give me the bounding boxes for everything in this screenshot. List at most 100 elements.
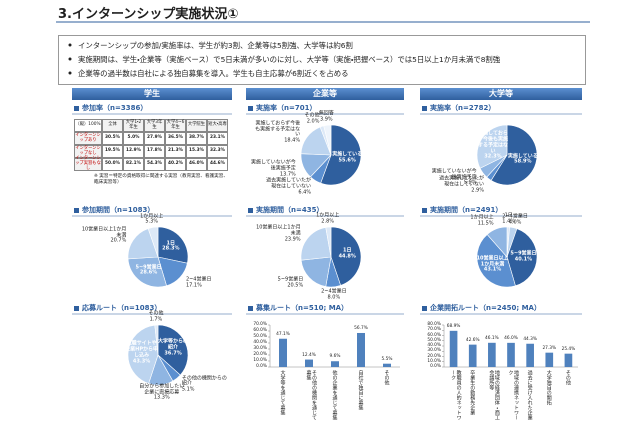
pie-category: 実施しておらず今後も実施する予定はない: [477, 130, 508, 155]
pie-category: その他の機関からの紹介: [181, 374, 227, 387]
table-cell: 全体: [102, 119, 123, 132]
bar-value-label: 9.6%: [329, 354, 341, 360]
bar-value-label: 46.1%: [485, 335, 499, 341]
pie-label: 過去実施していたが現在はしていない 2.9%: [436, 176, 484, 194]
table-cell: 大学1・2年生: [123, 119, 144, 132]
pie-category: 10営業日以上1か月未満: [256, 224, 301, 237]
pie-category: 1日: [166, 239, 176, 246]
pie-category: 自分から参加したい企業に直接応募: [139, 383, 185, 395]
pie-value: 40.1%: [514, 256, 533, 263]
pie-label: 就職サイトや企業HPから申し込み 43.3%: [125, 341, 159, 365]
pie-value: 55.6%: [338, 156, 356, 163]
bar-value-label: 25.4%: [561, 346, 576, 352]
table-cell: 21.3%: [165, 145, 186, 158]
pie-label: 10営業日以上1か月未満 43.1%: [476, 256, 510, 273]
pie-value: 32.3%: [484, 153, 502, 160]
slide-title: 3.インターンシップ実施状況①: [58, 7, 239, 22]
x-category-label: 大学独自の開拓: [545, 370, 552, 405]
bullet-dot: [68, 57, 72, 61]
bar: [507, 342, 515, 367]
y-tick-label: 60.0%: [427, 332, 441, 338]
pie-slice: [320, 124, 362, 186]
bullet-text: インターンシップの参加/実施率は、学生が約3割、企業等は5割強、大学等は約6割: [78, 41, 353, 50]
table-cell: 40.2%: [165, 158, 186, 171]
section-marker: [74, 306, 79, 311]
pie-category: 2~4営業日: [185, 276, 212, 282]
x-category-label: 大学等を通じて募集: [279, 370, 286, 415]
bar: [564, 353, 573, 367]
section-marker: [422, 306, 427, 311]
pie-value: 20.5%: [287, 281, 304, 288]
pie-value: 28.6%: [139, 269, 158, 276]
bar: [331, 361, 339, 367]
pie-value: 3.9%: [319, 116, 333, 123]
table-cell: インターンシップ実習もなし: [74, 156, 102, 171]
pie-label: 2~4営業日 8.0%: [310, 288, 358, 301]
pie-label: 1日 44.8%: [330, 247, 364, 261]
pie-category: 5~9営業日: [135, 263, 162, 270]
table-cell: 大学4~6年生: [165, 119, 186, 132]
bar: [357, 332, 365, 367]
bar: [305, 359, 313, 367]
pie-value: 44.8%: [338, 253, 356, 260]
pie-label: 10営業日以上1か月未満 23.9%: [253, 224, 301, 243]
pie-value: 13.3%: [153, 394, 170, 401]
section-marker: [248, 306, 253, 311]
y-tick-label: 10.0%: [427, 358, 441, 364]
column-header: 企業等: [246, 88, 404, 100]
pie-category: 実施していないが今後実施予定: [250, 159, 296, 172]
y-tick-label: 40.0%: [253, 340, 267, 345]
bar: [488, 342, 496, 367]
pie-label: その他 1.7%: [132, 311, 180, 323]
y-tick-label: 50.0%: [427, 337, 441, 343]
pie-value: 23.9%: [284, 236, 301, 243]
table-cell: 5.0%: [123, 132, 144, 145]
pie-slice: [154, 324, 159, 356]
pie-value: 17.1%: [185, 281, 202, 288]
pie-category: 1日: [343, 247, 352, 254]
pie-category: 実施しておらず今後も実施する予定はない: [255, 120, 301, 138]
pie-value: 36.7%: [164, 350, 182, 357]
table-cell: 23.1%: [207, 132, 228, 145]
pie-category: 1か月以上: [316, 212, 340, 219]
pie-label: その他 2.0%: [271, 112, 319, 125]
bar-value-label: 12.4%: [302, 352, 316, 358]
bar-value-label: 44.3%: [523, 336, 537, 342]
table-cell: 46.0%: [186, 158, 207, 171]
pie-value: 1.7%: [149, 316, 163, 323]
table-cell: 50.0%: [102, 158, 123, 171]
bullet-box: [58, 35, 586, 85]
pie-category: 無回答: [318, 110, 334, 117]
y-tick-label: 30.0%: [253, 346, 267, 351]
y-tick-label: 0.0%: [256, 364, 267, 369]
section-marker: [248, 208, 253, 213]
pie-category: 5~9営業日: [277, 276, 304, 283]
table-cell: 27.9%: [144, 132, 165, 145]
pie-category: 実施している: [507, 152, 538, 159]
pie-category: 2~4営業日: [502, 213, 528, 220]
table-cell: 17.8%: [144, 145, 165, 158]
section-marker: [74, 208, 79, 213]
pie-label: 実施しておらず今後も実施する予定はない 32.3%: [476, 130, 510, 161]
x-category-label: 地域の連携ネットワーク: [507, 370, 520, 420]
table-cell: 大学院生: [186, 119, 207, 132]
y-tick-label: 40.0%: [427, 343, 441, 348]
pie-label: 無回答 3.9%: [302, 110, 350, 124]
section-title: 実施期間（n=435）: [256, 206, 324, 214]
pie-value: 5.1%: [181, 386, 195, 393]
pie-label: 1日 1.4%: [485, 213, 533, 225]
section-title: 参加期間（n=1083）: [82, 206, 155, 214]
bar-value-label: 27.3%: [542, 345, 557, 351]
bar: [545, 352, 554, 367]
section-title: 実施率（n=701）: [256, 104, 317, 112]
pie-slice: [490, 124, 538, 186]
pie-value: 43.3%: [132, 358, 151, 365]
pie-slice: [300, 256, 332, 287]
bullet-dot: [68, 43, 72, 47]
table-cell: 44.6%: [207, 158, 228, 171]
pie-value: 58.9%: [514, 158, 532, 165]
bar-value-label: 47.1%: [276, 331, 290, 337]
section-title: 募集ルート（n=510; MA）: [256, 304, 349, 312]
section-title: 実施率（n=2782）: [430, 104, 496, 112]
